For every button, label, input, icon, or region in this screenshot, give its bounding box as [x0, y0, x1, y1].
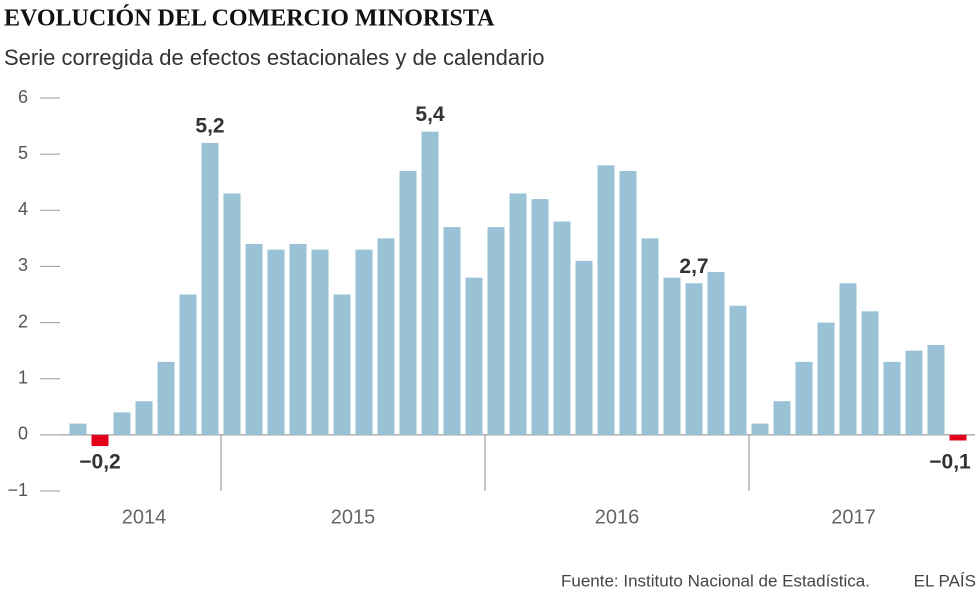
- bar: [487, 227, 505, 435]
- bar: [905, 350, 923, 435]
- y-tick-label: 1: [18, 367, 28, 387]
- y-tick-label: 2: [18, 311, 28, 331]
- bar: [773, 401, 791, 435]
- bar: [355, 249, 373, 435]
- bar: [817, 322, 835, 435]
- bar: [663, 277, 681, 435]
- bar: [69, 423, 87, 435]
- value-label: −0,1: [929, 450, 971, 473]
- y-tick-label: −1: [7, 480, 28, 500]
- x-year-label: 2015: [331, 506, 376, 528]
- bar: [157, 361, 175, 435]
- bar: [641, 238, 659, 435]
- bar: [729, 305, 747, 435]
- bar: [113, 412, 131, 435]
- y-tick-label: 5: [18, 143, 28, 163]
- bar: [553, 221, 571, 435]
- value-label: 5,4: [415, 103, 445, 126]
- bar: [861, 311, 879, 435]
- bar: [839, 283, 857, 435]
- bar: [443, 227, 461, 435]
- chart-title: EVOLUCIÓN DEL COMERCIO MINORISTA: [4, 5, 495, 32]
- value-label: 5,2: [195, 114, 224, 137]
- bar: [201, 142, 219, 435]
- bar: [707, 272, 725, 435]
- x-year-label: 2016: [595, 506, 640, 528]
- bar: [223, 193, 241, 435]
- bar: [245, 243, 263, 435]
- bar: [465, 277, 483, 435]
- bar: [377, 238, 395, 435]
- y-tick-label: 6: [18, 87, 28, 107]
- x-year-label: 2017: [831, 506, 876, 528]
- bar: [883, 361, 901, 435]
- value-label: 2,7: [679, 255, 708, 278]
- chart-subtitle: Serie corregida de efectos estacionales …: [4, 45, 545, 70]
- bar: [685, 283, 703, 435]
- y-tick-label: 3: [18, 255, 28, 275]
- bar: [575, 260, 593, 435]
- bar: [927, 345, 945, 435]
- bar: [91, 434, 109, 447]
- y-tick-label: 4: [18, 199, 28, 219]
- bar: [135, 401, 153, 435]
- bar: [267, 249, 285, 435]
- bar: [333, 294, 351, 435]
- bar: [751, 423, 769, 435]
- bar: [311, 249, 329, 435]
- value-label: −0,2: [79, 450, 120, 473]
- bar: [289, 243, 307, 435]
- x-year-label: 2014: [122, 506, 167, 528]
- bar: [179, 294, 197, 435]
- brand: EL PAÍS: [914, 571, 976, 590]
- bar: [531, 199, 549, 435]
- bar: [597, 165, 615, 435]
- bar: [509, 193, 527, 435]
- bar: [619, 170, 637, 435]
- bar: [795, 361, 813, 435]
- bar: [399, 170, 417, 435]
- source: Fuente: Instituto Nacional de Estadístic…: [561, 571, 870, 590]
- y-tick-label: 0: [18, 424, 28, 444]
- bar: [421, 131, 439, 435]
- bar: [949, 434, 967, 441]
